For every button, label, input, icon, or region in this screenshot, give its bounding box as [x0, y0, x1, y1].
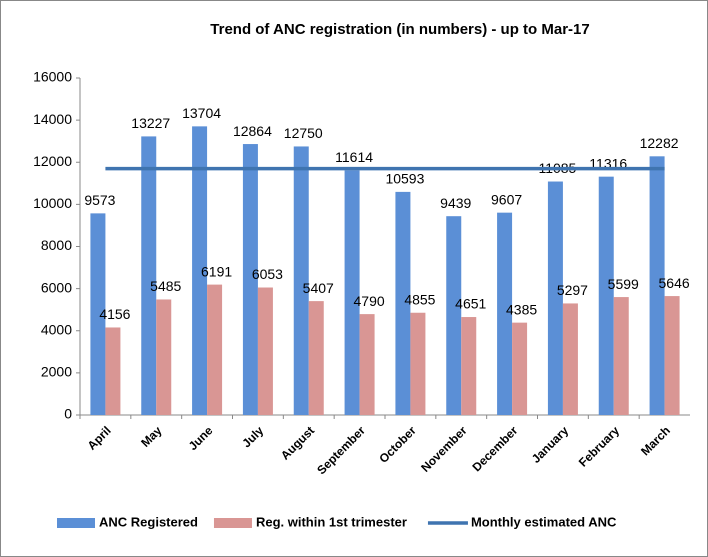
legend-swatch: [57, 518, 95, 528]
y-tick-label: 8000: [41, 237, 72, 253]
data-label: 9573: [84, 192, 115, 208]
y-tick-label: 2000: [41, 364, 72, 380]
y-tick-label: 4000: [41, 321, 72, 337]
bar: [446, 216, 462, 415]
chart-title: Trend of ANC registration (in numbers) -…: [210, 21, 589, 38]
y-tick-label: 0: [64, 406, 72, 422]
bar: [141, 136, 157, 415]
legend-swatch: [213, 518, 252, 528]
bar: [242, 144, 258, 415]
bar: [649, 156, 665, 416]
bar: [257, 287, 273, 415]
legend-label: ANC Registered: [99, 514, 198, 529]
bar: [598, 176, 614, 415]
y-tick-label: 12000: [33, 153, 72, 169]
data-label: 4651: [455, 296, 486, 312]
y-tick-label: 16000: [33, 69, 72, 85]
data-label: 5407: [303, 280, 334, 296]
bar: [207, 284, 223, 415]
data-label: 4790: [354, 293, 385, 309]
data-label: 5599: [608, 276, 639, 292]
bar: [192, 126, 208, 415]
bar: [547, 181, 563, 415]
legend-label: Reg. within 1st trimester: [256, 514, 407, 529]
bar: [293, 146, 309, 415]
data-label: 4156: [99, 306, 130, 322]
y-tick-label: 10000: [33, 195, 72, 211]
bar: [344, 170, 360, 415]
bar: [156, 299, 172, 415]
data-label: 13704: [182, 105, 221, 121]
bar: [613, 297, 629, 415]
bar: [497, 212, 513, 415]
bar: [308, 301, 324, 415]
bar: [359, 314, 375, 415]
bar: [395, 191, 411, 415]
bar: [410, 312, 426, 415]
data-label: 9439: [440, 195, 471, 211]
bar: [512, 322, 528, 415]
data-label: 12282: [640, 135, 679, 151]
data-label: 4385: [506, 301, 537, 317]
data-label: 9607: [491, 191, 522, 207]
data-label: 4855: [404, 291, 435, 307]
data-label: 6191: [201, 263, 232, 279]
data-label: 12864: [233, 123, 272, 139]
data-label: 13227: [131, 115, 170, 131]
data-label: 12750: [284, 125, 323, 141]
bar: [461, 317, 477, 415]
legend-label: Monthly estimated ANC: [471, 514, 617, 529]
data-label: 10593: [385, 171, 424, 187]
data-label: 5646: [659, 275, 690, 291]
bar: [664, 296, 680, 415]
data-label: 6053: [252, 266, 283, 282]
data-label: 11614: [335, 149, 373, 165]
bar: [562, 303, 578, 415]
data-label: 5297: [557, 282, 588, 298]
bar: [90, 213, 106, 415]
data-label: 5485: [150, 278, 181, 294]
y-tick-label: 6000: [41, 279, 72, 295]
y-tick-label: 14000: [33, 111, 72, 127]
bar: [105, 327, 121, 415]
